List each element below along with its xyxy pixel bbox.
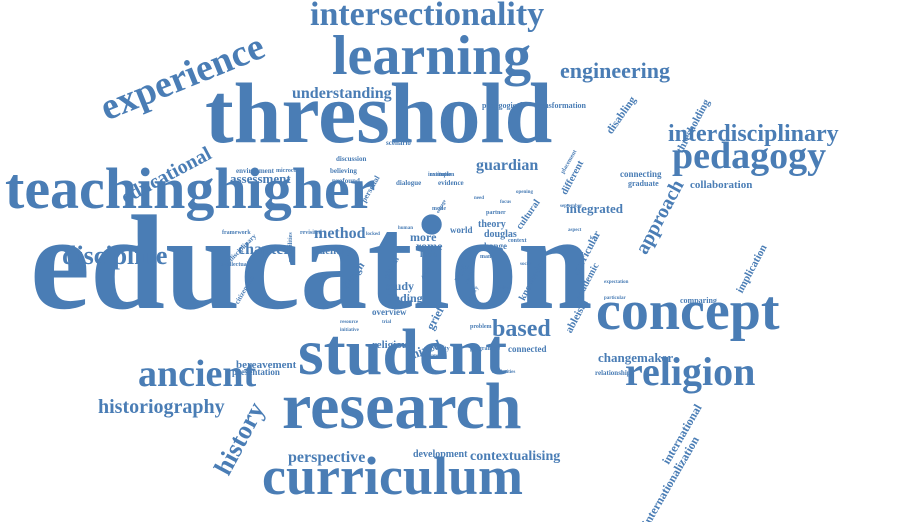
word-curriculum: curriculum [262,446,523,506]
word-online: online [498,286,512,291]
word-transformation: transformation [534,101,586,110]
word-guardian: guardian [476,157,539,174]
word-believing: believing [330,167,357,175]
word-approach: approach [631,176,689,258]
word-dialogue: dialogue [396,179,422,187]
word-particular: particular [604,296,626,301]
word-overview: overview [372,307,407,317]
word-intellectual: intellectual [220,262,249,268]
word-latin: latin [420,249,438,259]
word-more: more [410,230,437,244]
word-concept: concept [596,280,780,342]
word-ancient: ancient [138,353,257,395]
word-need: need [474,196,484,201]
word-relationship: relationship [595,369,631,377]
word-research: research [282,370,522,443]
word-bereavement: bereavement [236,359,297,371]
word-mode: mode [432,206,446,212]
word-finding: finding [386,291,423,305]
word-integrated: integrated [566,201,624,216]
word-scenario: scenario [386,139,411,147]
word-discipline: discipline [62,241,168,270]
word-development: development [413,449,468,460]
word-programme: programme [470,346,501,352]
word-context: context [508,238,527,244]
word-connecting: connecting [620,169,662,179]
word-solidarities: solidarities [492,370,516,375]
word-change: change [480,241,507,251]
word-method: method [314,225,366,242]
word-partner: partner [486,210,506,216]
word-example: example [430,172,452,178]
word-world: world [450,225,473,235]
word-resource: resource [340,320,359,325]
word-collaboration: collaboration [690,179,753,191]
word-engineering: engineering [560,58,670,83]
word-discussion: discussion [336,155,367,163]
word-historiography: historiography [98,396,225,418]
word-evidence: evidence [438,179,464,187]
word-comparing: comparing [680,296,717,305]
word-interdisciplinary: interdisciplinary [668,121,839,147]
word-environment: environment [236,167,274,175]
word-based: based [492,316,551,342]
word-university: university [424,346,450,352]
word-trial: trial [382,320,392,325]
word-chapter: chapter [238,241,291,258]
word-expectation: expectation [604,280,629,285]
word-focus: focus [500,200,512,205]
word-key: key [590,236,598,241]
word-rome: rome [416,239,443,253]
word-study: study [386,279,415,293]
word-aspect: aspect [568,228,582,233]
word-social: social [520,262,532,267]
word-many: many [480,254,495,260]
word-religion: religion [625,349,756,394]
word-connected: connected [508,344,547,354]
word-douglas: douglas [484,229,517,240]
word-religious: religious [372,339,413,351]
word-pedagogy: pedagogy [672,135,827,177]
word-september: september [560,204,583,209]
word-profound: profound [332,177,360,185]
word-possibilities: possibilities [288,232,294,262]
word-learning: learning [332,25,532,87]
word-locked: locked [366,232,380,237]
word-student: student [298,316,508,389]
word-revisited: revisited [300,230,322,236]
word-disabling: disabling [604,94,639,137]
word-framework: framework [222,230,251,236]
word-problem: problem [470,324,492,330]
word-graduate: graduate [628,179,659,188]
word-opening: opening [516,190,533,195]
word-initiative: initiative [340,328,359,333]
word-presentation: presentation [232,367,280,377]
word-assessment: assessment [230,171,291,186]
word-contextualising: contextualising [470,449,561,464]
word-intersectionality: intersectionality [310,0,545,33]
word-institution: institution [428,172,455,178]
word-changemaker: changemaker [598,350,674,365]
word-understanding: understanding [292,85,392,102]
word-perspective: perspective [288,449,366,466]
word-threshold: threshold [205,65,553,161]
word-human: human [398,226,414,231]
word-pedagogical: pedagogical [482,101,523,110]
word-theory: theory [478,219,506,230]
word-separate: separate [420,354,439,359]
word-microcosm: microcosm [276,168,304,174]
word-teachinghigher: teachinghigher [5,156,376,221]
word-identity: identity [316,245,353,257]
word-education: education [30,189,593,338]
